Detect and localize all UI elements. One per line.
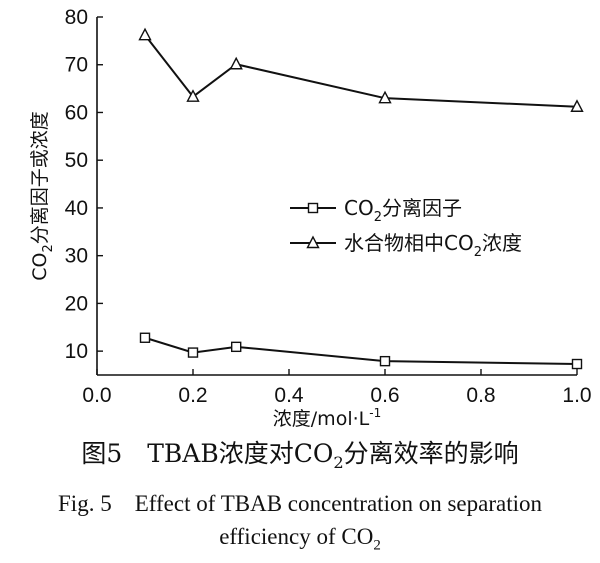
legend-label-part: 2: [474, 245, 482, 260]
y-axis-label: CO2分离因子或浓度: [29, 111, 56, 281]
y-tick-label: 80: [65, 6, 88, 29]
data-point-series-2: [138, 27, 152, 41]
x-tick-label: 0.0: [82, 384, 111, 407]
data-point-series-1: [230, 341, 242, 353]
figure-caption-chinese: 图5 TBAB浓度对CO2分离效率的影响: [81, 439, 519, 472]
x-tick-label: 0.4: [274, 384, 304, 407]
legend-label-part: 分离因子: [382, 196, 462, 220]
figure-caption-english-line2: efficiency of CO2: [219, 524, 381, 554]
x-tick-label: 0.6: [370, 384, 399, 407]
data-point-series-2: [229, 56, 243, 70]
y-tick-label: 60: [65, 101, 88, 124]
data-point-series-1: [379, 355, 391, 367]
y-tick-label: 30: [65, 245, 88, 268]
legend-marker-2: [306, 235, 320, 249]
legend-label-part: 2: [374, 210, 382, 225]
y-tick-label: 20: [65, 292, 88, 315]
y-axis-label-part: 分离因子或浓度: [29, 111, 51, 244]
y-tick-label: 10: [65, 340, 88, 363]
figure-caption-english-line1: Fig. 5 Effect of TBAB concentration on s…: [58, 491, 542, 516]
data-point-series-2: [378, 90, 392, 104]
y-axis-label-part: 2: [41, 244, 56, 252]
y-tick-label: 50: [65, 149, 88, 172]
legend-label-part: 浓度: [482, 231, 522, 255]
x-axis-label: 浓度/mol·L-1: [273, 406, 381, 430]
y-tick-label: 40: [65, 197, 88, 220]
data-point-series-1: [187, 347, 199, 358]
legend-marker-1: [307, 202, 319, 214]
chart: 0.0 0.2 0.4 0.6 0.8 1.0 10 20 30 40 50 60 70 80 浓度/mol…: [29, 6, 592, 430]
series-line-1: [144, 336, 578, 366]
y-axis-label-part: CO: [29, 253, 51, 281]
x-axis-label-exponent: -1: [369, 406, 381, 420]
legend-label-part: 水合物相中CO: [344, 231, 474, 255]
data-point-series-1: [139, 332, 151, 343]
data-point-series-2: [186, 89, 200, 102]
y-tick-label: 70: [65, 54, 88, 77]
x-tick-label: 0.2: [178, 384, 207, 407]
legend-label-part: CO: [344, 196, 374, 220]
data-point-series-1: [571, 358, 583, 370]
legend-label-2: 水合物相中CO2浓度: [344, 231, 522, 260]
x-tick-label: 1.0: [562, 384, 591, 407]
data-point-series-2: [570, 99, 584, 112]
x-tick-label: 0.8: [466, 384, 495, 407]
series-line-2: [144, 34, 578, 108]
legend-label-1: CO2分离因子: [344, 196, 462, 225]
